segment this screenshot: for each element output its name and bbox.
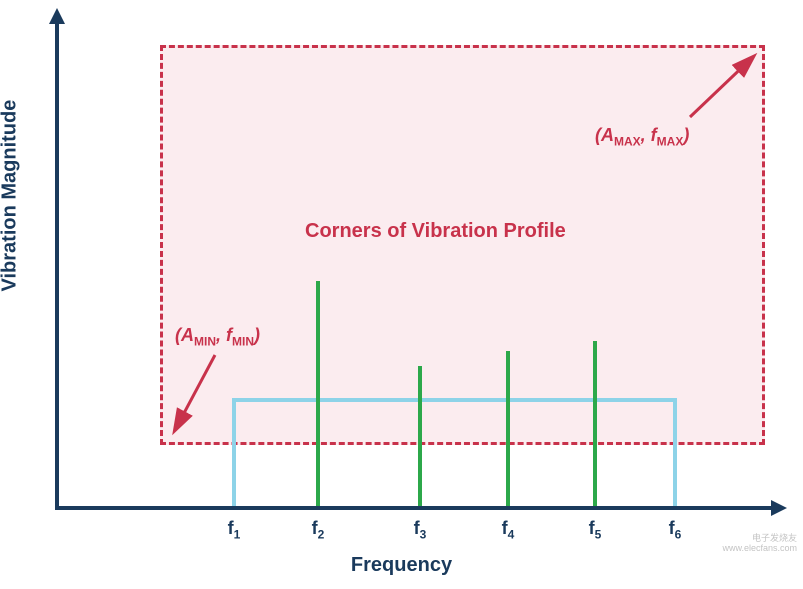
x-tick-f6: f6 [669,518,682,542]
x-tick-f4: f4 [502,518,515,542]
vibration-line-4 [506,351,510,506]
vibration-profile-chart: Vibration Magnitude Frequency Corners of… [0,0,803,589]
profile-title: Corners of Vibration Profile [305,220,566,243]
corner-min-mid: , f [216,325,232,345]
x-tick-f1: f1 [228,518,241,542]
vibration-profile-box [160,45,765,445]
y-axis-arrow [49,8,65,24]
x-tick-f3: f3 [414,518,427,542]
corner-min-label: (AMIN, fMIN) [175,325,260,349]
y-axis [55,20,59,510]
corner-max-prefix: (A [595,125,614,145]
watermark-line2: www.elecfans.com [722,544,797,554]
x-axis-label: Frequency [351,554,452,577]
x-axis [55,506,775,510]
random-profile-left [232,398,236,506]
watermark: 电子发烧友 www.elecfans.com [722,534,797,554]
plot-area: Corners of Vibration Profile (AMIN, fMIN… [55,20,775,510]
random-profile-top [232,398,677,402]
corner-max-label: (AMAX, fMAX) [595,125,689,149]
corner-min-prefix: (A [175,325,194,345]
y-axis-label: Vibration Magnitude [0,100,22,292]
corner-max-suffix: ) [683,125,689,145]
corner-max-sub1: MAX [614,135,641,149]
corner-min-sub2: MIN [232,335,254,349]
corner-min-sub1: MIN [194,335,216,349]
vibration-line-5 [593,341,597,506]
random-profile-right [673,398,677,506]
corner-max-sub2: MAX [657,135,684,149]
vibration-line-3 [418,366,422,506]
x-tick-f5: f5 [589,518,602,542]
x-tick-f2: f2 [312,518,325,542]
vibration-line-2 [316,281,320,506]
x-axis-arrow [771,500,787,516]
corner-max-mid: , f [641,125,657,145]
corner-min-suffix: ) [254,325,260,345]
